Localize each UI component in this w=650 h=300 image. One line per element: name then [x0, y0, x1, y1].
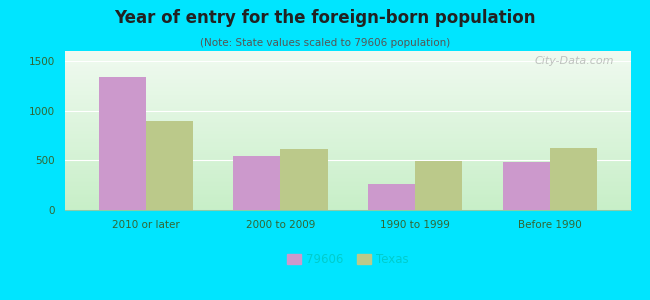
- Bar: [502, 162, 550, 210]
- Bar: [146, 121, 193, 210]
- Text: (Note: State values scaled to 79606 population): (Note: State values scaled to 79606 popu…: [200, 38, 450, 47]
- Bar: [550, 148, 597, 210]
- Text: Year of entry for the foreign-born population: Year of entry for the foreign-born popul…: [114, 9, 536, 27]
- Bar: [280, 149, 328, 210]
- Legend: 79606, Texas: 79606, Texas: [282, 248, 413, 271]
- Bar: [415, 161, 462, 210]
- Bar: [368, 184, 415, 210]
- Bar: [233, 156, 280, 210]
- Text: City-Data.com: City-Data.com: [534, 56, 614, 66]
- Bar: [99, 77, 146, 210]
